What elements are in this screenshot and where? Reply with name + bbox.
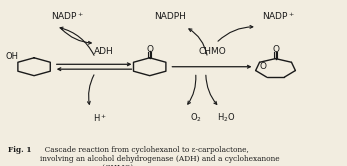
Text: H$_2$O: H$_2$O: [217, 112, 236, 124]
Text: O: O: [146, 45, 153, 54]
Text: O: O: [260, 62, 266, 71]
Text: OH: OH: [5, 52, 18, 61]
Text: NADPH: NADPH: [154, 12, 186, 21]
Text: CHMO: CHMO: [199, 47, 227, 56]
Text: NADP$^+$: NADP$^+$: [262, 10, 296, 22]
Text: O$_2$: O$_2$: [190, 112, 202, 124]
Text: NADP$^+$: NADP$^+$: [51, 10, 85, 22]
Text: ADH: ADH: [94, 47, 114, 56]
Text: Fig. 1: Fig. 1: [8, 146, 31, 154]
Text: Cascade reaction from cyclohexanol to ε-carpolactone,
involving an alcohol dehyd: Cascade reaction from cyclohexanol to ε-…: [40, 146, 279, 166]
Text: H$^+$: H$^+$: [93, 112, 107, 124]
Text: O: O: [272, 45, 279, 54]
